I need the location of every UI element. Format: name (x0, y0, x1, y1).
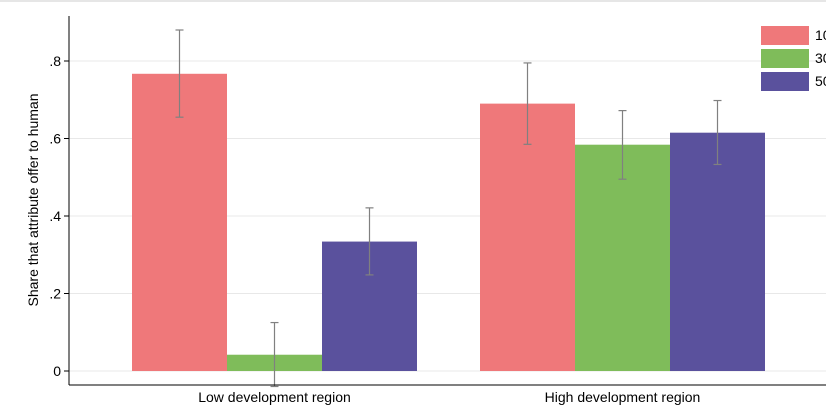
legend-label: 100 (815, 27, 826, 43)
y-tick-label: .4 (49, 208, 61, 224)
bar-300-high (575, 144, 670, 371)
legend-label: 300 (815, 50, 826, 66)
x-category-label: High development region (545, 389, 701, 405)
bar-100-high (480, 103, 575, 371)
y-tick-label: .8 (49, 53, 61, 69)
bar-500-high (670, 132, 765, 371)
legend: 100 300 500 (761, 26, 826, 91)
legend-label: 500 (815, 73, 826, 89)
y-tick-label: 0 (53, 363, 61, 379)
bar-100-low (132, 73, 227, 371)
legend-swatch-500 (761, 72, 809, 91)
bars (132, 73, 765, 371)
y-ticks: 0 .2 .4 .6 .8 (49, 53, 69, 379)
y-tick-label: .6 (49, 131, 61, 147)
legend-swatch-300 (761, 49, 809, 68)
axes (68, 16, 826, 386)
y-axis-title: Share that attribute offer to human (25, 94, 41, 307)
legend-swatch-100 (761, 26, 809, 45)
x-category-labels: Low development region High development r… (198, 389, 700, 405)
x-category-label: Low development region (198, 389, 351, 405)
error-bars (175, 29, 722, 388)
y-tick-label: .2 (49, 286, 61, 302)
